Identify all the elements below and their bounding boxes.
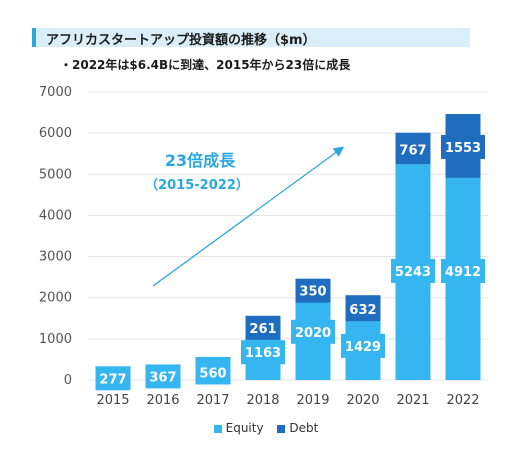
value-label-equity-2015-bg	[95, 366, 131, 391]
annotation-growth: 23倍成長	[165, 151, 236, 170]
x-tick-label-2015: 2015	[96, 393, 129, 408]
value-label-equity-2020: 1429	[345, 340, 381, 355]
x-tick-label-2016: 2016	[146, 393, 179, 408]
y-tick-label: 1000	[39, 332, 72, 347]
value-label-equity-2022-bg	[441, 258, 485, 283]
x-tick-label-2018: 2018	[246, 393, 279, 408]
legend-label-equity: Equity	[225, 421, 264, 435]
value-label-equity-2019-bg	[291, 319, 335, 344]
y-tick-label: 0	[64, 373, 72, 388]
value-label-equity-2018: 1163	[245, 346, 281, 361]
value-label-debt-2020-bg	[345, 297, 381, 322]
legend-swatch-equity	[213, 424, 222, 433]
value-label-debt-2018-bg	[245, 315, 281, 340]
legend-item-debt: Debt	[277, 421, 318, 435]
value-label-equity-2017-bg	[195, 360, 231, 385]
x-tick-label-2019: 2019	[296, 393, 329, 408]
y-tick-label: 7000	[39, 85, 72, 100]
x-tick-label-2021: 2021	[396, 393, 429, 408]
title-bar: アフリカスタートアップ投資額の推移（$m）	[32, 28, 470, 48]
value-label-debt-2020: 632	[349, 303, 376, 318]
y-tick-label: 6000	[39, 126, 72, 141]
value-label-equity-2018-bg	[241, 340, 285, 365]
value-label-equity-2019: 2020	[295, 326, 331, 341]
value-label-equity-2016: 367	[149, 370, 176, 385]
value-label-debt-2018: 261	[249, 322, 276, 337]
value-label-debt-2021: 767	[399, 144, 426, 159]
x-tick-label-2020: 2020	[346, 393, 379, 408]
value-label-equity-2021-bg	[391, 258, 435, 283]
value-label-equity-2017: 560	[199, 366, 226, 381]
legend: Equity Debt	[0, 421, 532, 435]
growth-arrow	[152, 146, 345, 287]
value-label-equity-2020-bg	[341, 333, 385, 358]
x-tick-label-2017: 2017	[196, 393, 229, 408]
y-tick-label: 2000	[39, 291, 72, 306]
annotation-period: （2015-2022）	[145, 177, 249, 193]
y-tick-label: 5000	[39, 167, 72, 182]
value-label-debt-2019-bg	[295, 278, 331, 303]
chart-subtitle: ・2022年は$6.4Bに到達、2015年から23倍に成長	[60, 58, 351, 72]
value-label-debt-2021-bg	[395, 137, 431, 162]
x-tick-label-2022: 2022	[446, 393, 479, 408]
legend-label-debt: Debt	[289, 421, 319, 435]
y-tick-label: 3000	[39, 250, 72, 265]
value-label-equity-2021: 5243	[395, 265, 431, 280]
value-label-debt-2022: 1553	[445, 141, 481, 156]
y-tick-label: 4000	[39, 208, 72, 223]
value-label-equity-2015: 277	[99, 372, 126, 387]
value-label-equity-2022: 4912	[445, 265, 481, 280]
value-label-debt-2022-bg	[441, 134, 485, 159]
chart-title: アフリカスタートアップ投資額の推移（$m）	[46, 33, 316, 48]
value-label-equity-2016-bg	[145, 364, 181, 389]
legend-swatch-debt	[277, 424, 286, 433]
value-label-debt-2019: 350	[299, 285, 326, 300]
legend-item-equity: Equity	[213, 421, 264, 435]
